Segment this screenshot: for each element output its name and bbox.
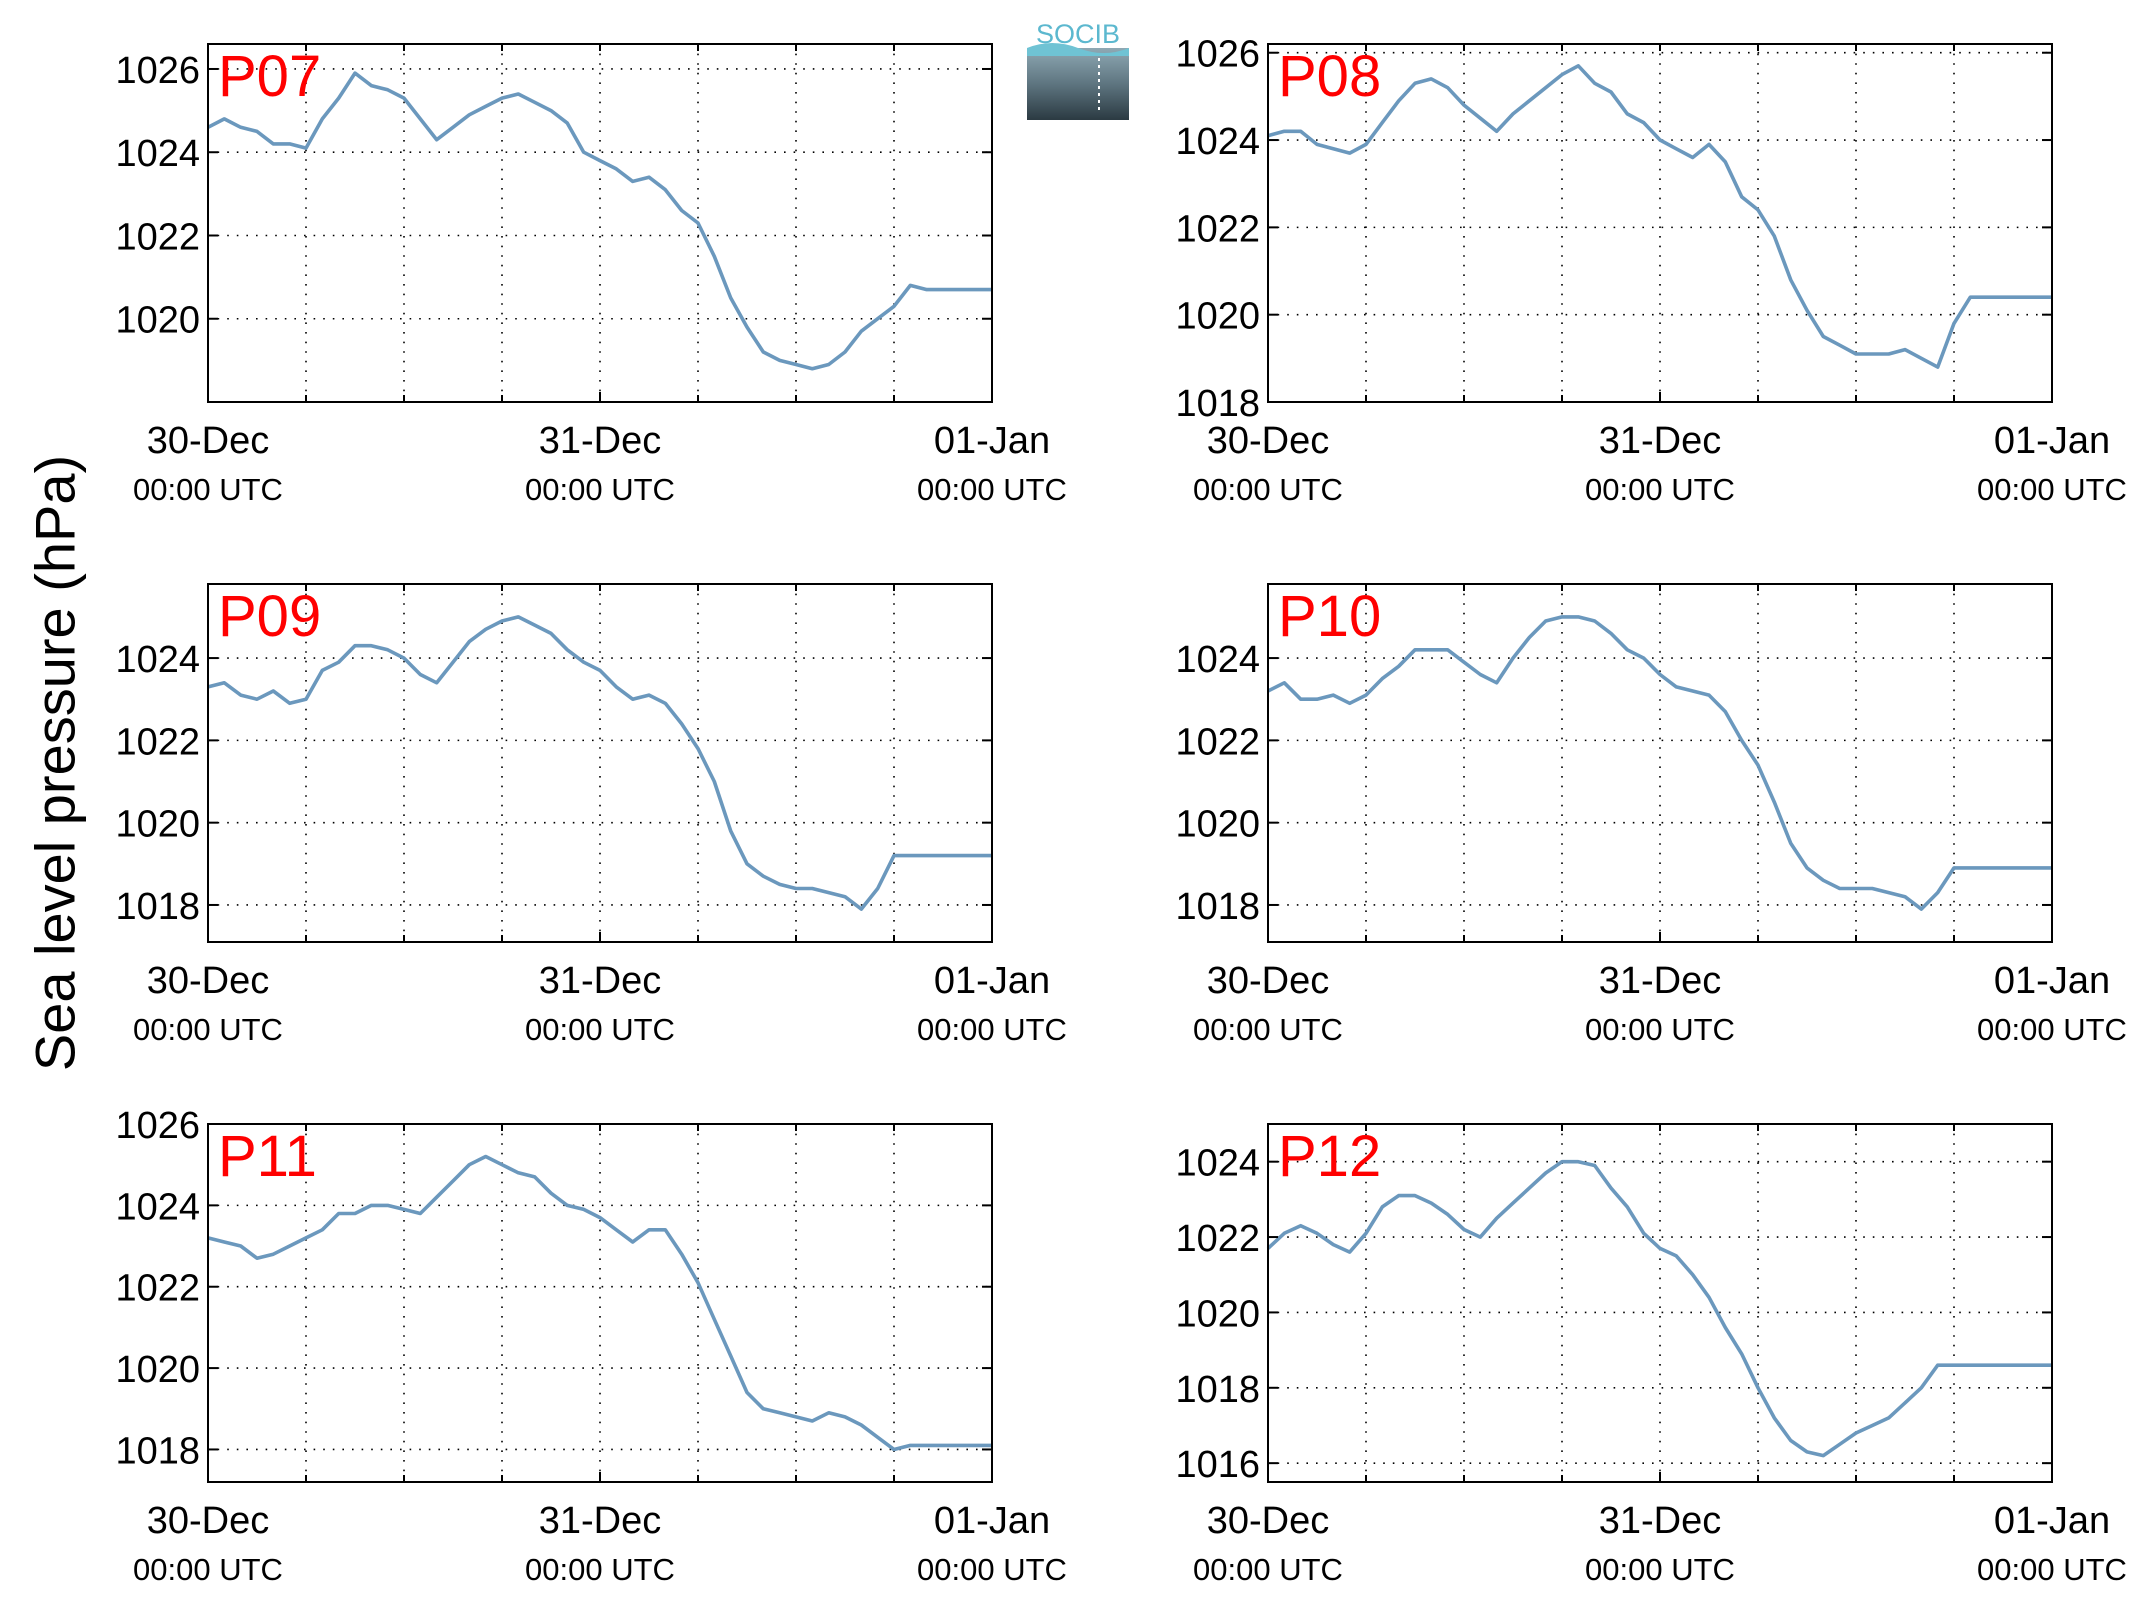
y-tick-label: 1022: [1175, 1218, 1260, 1260]
y-tick-label: 1018: [115, 1430, 200, 1472]
y-tick-label: 1026: [1175, 34, 1260, 76]
station-label: P08: [1278, 44, 1381, 109]
x-tick-label-time: 00:00 UTC: [1585, 1552, 1735, 1587]
y-tick-label: 1018: [1175, 383, 1260, 425]
x-tick-label-time: 00:00 UTC: [133, 1552, 283, 1587]
chart-panel-P07: 1020 1022 1024 1026 30-Dec 00:00 UTC 31-Dec 00:…: [115, 43, 1067, 507]
series-line-P09: [207, 615, 992, 911]
x-tick-label-time: 00:00 UTC: [1193, 1552, 1343, 1587]
station-label: P10: [1278, 584, 1381, 649]
x-tick-label-time: 00:00 UTC: [133, 472, 283, 507]
x-tick-label-date: 31-Dec: [1599, 1500, 1722, 1542]
y-tick-label: 1024: [115, 639, 200, 681]
station-label: P09: [218, 584, 321, 649]
station-label: P07: [218, 44, 321, 109]
svg-text:SOCIB: SOCIB: [1036, 19, 1120, 49]
chart-panel-P10: 1018 1020 1022 1024 30-Dec 00:00 UTC 31-Dec 00:…: [1175, 583, 2127, 1047]
chart-panel-P08: 1018 1020 1022 1024 1026 30-Dec 00:00 UTC 31-De…: [1175, 34, 2127, 507]
y-tick-label: 1018: [1175, 1369, 1260, 1411]
x-tick-label-date: 01-Jan: [1994, 420, 2110, 462]
y-tick-label: 1022: [115, 1268, 200, 1310]
axes-frame: [207, 43, 993, 403]
series-line-P07: [207, 71, 992, 371]
y-tick-label: 1022: [1175, 208, 1260, 250]
series-line-P12: [1266, 1159, 2052, 1458]
chart-panel-P12: 1016 1018 1020 1022 1024 30-Dec 00:00 UTC 31-De…: [1175, 1123, 2127, 1587]
socib-logo: SOCIB: [1027, 18, 1129, 120]
y-tick-label: 1020: [1175, 804, 1260, 846]
y-tick-label: 1024: [1175, 121, 1260, 163]
x-tick-label-time: 00:00 UTC: [1585, 472, 1735, 507]
x-tick-label-date: 30-Dec: [147, 1500, 270, 1542]
y-tick-label: 1024: [1175, 1143, 1260, 1185]
x-tick-label-date: 01-Jan: [1994, 960, 2110, 1002]
axes-frame: [207, 1123, 993, 1483]
axes-frame: [207, 583, 993, 943]
x-tick-label-time: 00:00 UTC: [525, 1552, 675, 1587]
x-tick-label-date: 01-Jan: [1994, 1500, 2110, 1542]
y-tick-label: 1020: [1175, 1293, 1260, 1335]
x-tick-label-time: 00:00 UTC: [1977, 1552, 2127, 1587]
x-tick-label-time: 00:00 UTC: [1977, 472, 2127, 507]
y-tick-label: 1020: [1175, 296, 1260, 338]
x-tick-label-time: 00:00 UTC: [1977, 1012, 2127, 1047]
x-tick-label-date: 01-Jan: [934, 960, 1050, 1002]
y-tick-label: 1018: [1175, 886, 1260, 928]
x-tick-label-date: 30-Dec: [1207, 1500, 1330, 1542]
y-tick-label: 1022: [115, 216, 200, 258]
station-label: P12: [1278, 1124, 1381, 1189]
y-tick-label: 1020: [115, 804, 200, 846]
y-tick-label: 1018: [115, 886, 200, 928]
x-tick-label-time: 00:00 UTC: [525, 472, 675, 507]
x-tick-label-date: 30-Dec: [147, 960, 270, 1002]
x-tick-label-date: 30-Dec: [1207, 420, 1330, 462]
series-line-P10: [1267, 615, 2052, 911]
x-tick-label-time: 00:00 UTC: [1585, 1012, 1735, 1047]
y-tick-label: 1016: [1175, 1444, 1260, 1486]
x-tick-label-time: 00:00 UTC: [917, 1552, 1067, 1587]
y-tick-label: 1024: [115, 133, 200, 175]
x-tick-label-time: 00:00 UTC: [917, 472, 1067, 507]
x-tick-label-date: 31-Dec: [539, 420, 662, 462]
x-tick-label-date: 31-Dec: [1599, 420, 1722, 462]
chart-panel-P11: 1018 1020 1022 1024 1026 30-Dec 00:00 UTC 31-De…: [115, 1105, 1067, 1587]
x-tick-label-date: 31-Dec: [1599, 960, 1722, 1002]
x-tick-label-date: 30-Dec: [1207, 960, 1330, 1002]
x-tick-label-time: 00:00 UTC: [525, 1012, 675, 1047]
x-tick-label-time: 00:00 UTC: [1193, 1012, 1343, 1047]
x-tick-label-date: 31-Dec: [539, 960, 662, 1002]
station-label: P11: [218, 1124, 317, 1189]
chart-panel-P09: 1018 1020 1022 1024 30-Dec 00:00 UTC 31-Dec 00:…: [115, 583, 1067, 1047]
y-tick-label: 1022: [115, 721, 200, 763]
y-tick-label: 1020: [115, 1349, 200, 1391]
x-tick-label-date: 30-Dec: [147, 420, 270, 462]
y-tick-label: 1026: [115, 1105, 200, 1147]
x-tick-label-date: 01-Jan: [934, 420, 1050, 462]
axes-frame: [1267, 43, 2053, 403]
axes-frame: [1267, 583, 2053, 943]
x-tick-label-time: 00:00 UTC: [917, 1012, 1067, 1047]
y-tick-label: 1026: [115, 50, 200, 92]
x-tick-label-date: 01-Jan: [934, 1500, 1050, 1542]
axes-frame: [1267, 1123, 2053, 1483]
series-line-P08: [1267, 64, 2052, 369]
x-tick-label-date: 31-Dec: [539, 1500, 662, 1542]
y-tick-label: 1022: [1175, 721, 1260, 763]
y-tick-label: 1024: [1175, 639, 1260, 681]
x-tick-label-time: 00:00 UTC: [1193, 472, 1343, 507]
y-tick-label: 1020: [115, 300, 200, 342]
y-tick-label: 1024: [115, 1186, 200, 1228]
x-tick-label-time: 00:00 UTC: [133, 1012, 283, 1047]
series-line-P11: [207, 1154, 992, 1452]
